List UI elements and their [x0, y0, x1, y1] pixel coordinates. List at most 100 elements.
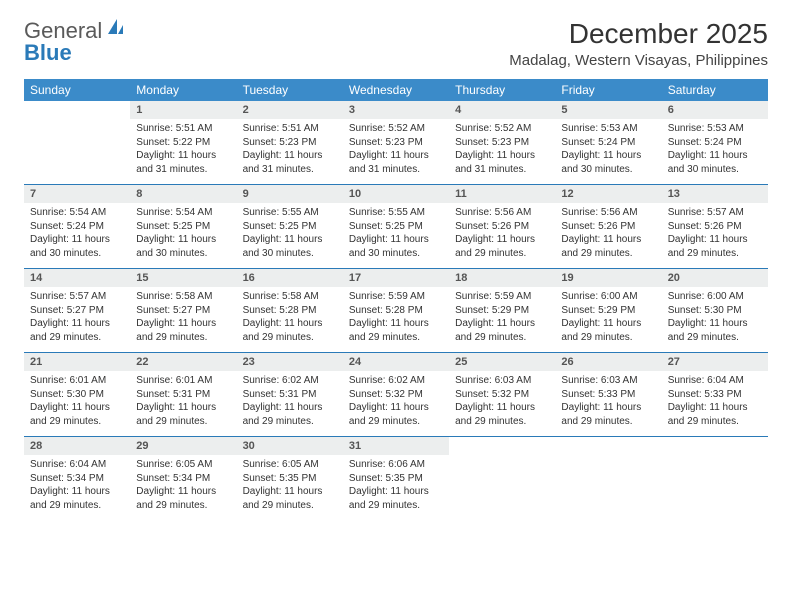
logo-sail-icon [106, 17, 126, 42]
day-details: Sunrise: 6:05 AMSunset: 5:35 PMDaylight:… [237, 455, 343, 520]
daylight-line: Daylight: 11 hours and 29 minutes. [455, 233, 549, 260]
day-details: Sunrise: 6:06 AMSunset: 5:35 PMDaylight:… [343, 455, 449, 520]
day-number: 22 [130, 353, 236, 371]
sunset-line: Sunset: 5:26 PM [561, 220, 655, 234]
day-number: 18 [449, 269, 555, 287]
day-number: 13 [662, 185, 768, 203]
sunset-line: Sunset: 5:24 PM [30, 220, 124, 234]
calendar-day-cell: 16Sunrise: 5:58 AMSunset: 5:28 PMDayligh… [237, 269, 343, 353]
calendar-day-cell: 7Sunrise: 5:54 AMSunset: 5:24 PMDaylight… [24, 185, 130, 269]
calendar-day-cell: 20Sunrise: 6:00 AMSunset: 5:30 PMDayligh… [662, 269, 768, 353]
daylight-line: Daylight: 11 hours and 29 minutes. [561, 401, 655, 428]
day-number: 7 [24, 185, 130, 203]
day-details: Sunrise: 6:00 AMSunset: 5:29 PMDaylight:… [555, 287, 661, 352]
sunset-line: Sunset: 5:35 PM [243, 472, 337, 486]
weekday-header: Tuesday [237, 79, 343, 101]
day-details: Sunrise: 5:53 AMSunset: 5:24 PMDaylight:… [662, 119, 768, 184]
header: General December 2025 Madalag, Western V… [24, 18, 768, 69]
day-number: 17 [343, 269, 449, 287]
sunset-line: Sunset: 5:30 PM [30, 388, 124, 402]
day-details: Sunrise: 5:52 AMSunset: 5:23 PMDaylight:… [343, 119, 449, 184]
sunset-line: Sunset: 5:28 PM [349, 304, 443, 318]
sunset-line: Sunset: 5:29 PM [455, 304, 549, 318]
daylight-line: Daylight: 11 hours and 29 minutes. [136, 401, 230, 428]
day-details: Sunrise: 5:56 AMSunset: 5:26 PMDaylight:… [449, 203, 555, 268]
sunset-line: Sunset: 5:32 PM [349, 388, 443, 402]
calendar-week-row: 28Sunrise: 6:04 AMSunset: 5:34 PMDayligh… [24, 437, 768, 521]
calendar-week-row: 14Sunrise: 5:57 AMSunset: 5:27 PMDayligh… [24, 269, 768, 353]
sunrise-line: Sunrise: 6:04 AM [668, 374, 762, 388]
day-number: 29 [130, 437, 236, 455]
daylight-line: Daylight: 11 hours and 29 minutes. [136, 317, 230, 344]
sunset-line: Sunset: 5:34 PM [30, 472, 124, 486]
sunrise-line: Sunrise: 5:53 AM [668, 122, 762, 136]
daylight-line: Daylight: 11 hours and 29 minutes. [455, 317, 549, 344]
day-number: 11 [449, 185, 555, 203]
weekday-header-row: Sunday Monday Tuesday Wednesday Thursday… [24, 79, 768, 101]
daylight-line: Daylight: 11 hours and 29 minutes. [349, 401, 443, 428]
day-number: 25 [449, 353, 555, 371]
calendar-day-cell: 26Sunrise: 6:03 AMSunset: 5:33 PMDayligh… [555, 353, 661, 437]
daylight-line: Daylight: 11 hours and 31 minutes. [455, 149, 549, 176]
calendar-day-cell: 2Sunrise: 5:51 AMSunset: 5:23 PMDaylight… [237, 101, 343, 185]
calendar-day-cell: 23Sunrise: 6:02 AMSunset: 5:31 PMDayligh… [237, 353, 343, 437]
sunrise-line: Sunrise: 6:01 AM [136, 374, 230, 388]
day-details: Sunrise: 5:54 AMSunset: 5:25 PMDaylight:… [130, 203, 236, 268]
daylight-line: Daylight: 11 hours and 29 minutes. [30, 317, 124, 344]
sunrise-line: Sunrise: 6:02 AM [349, 374, 443, 388]
sunrise-line: Sunrise: 5:51 AM [243, 122, 337, 136]
calendar-table: Sunday Monday Tuesday Wednesday Thursday… [24, 79, 768, 520]
calendar-day-cell: 3Sunrise: 5:52 AMSunset: 5:23 PMDaylight… [343, 101, 449, 185]
day-number: 19 [555, 269, 661, 287]
sunrise-line: Sunrise: 5:59 AM [455, 290, 549, 304]
daylight-line: Daylight: 11 hours and 29 minutes. [243, 485, 337, 512]
day-details: Sunrise: 5:55 AMSunset: 5:25 PMDaylight:… [343, 203, 449, 268]
day-number: 31 [343, 437, 449, 455]
sunrise-line: Sunrise: 5:51 AM [136, 122, 230, 136]
daylight-line: Daylight: 11 hours and 29 minutes. [349, 317, 443, 344]
day-details: Sunrise: 5:58 AMSunset: 5:27 PMDaylight:… [130, 287, 236, 352]
daylight-line: Daylight: 11 hours and 29 minutes. [668, 233, 762, 260]
day-details: Sunrise: 6:05 AMSunset: 5:34 PMDaylight:… [130, 455, 236, 520]
day-number: 15 [130, 269, 236, 287]
sunset-line: Sunset: 5:24 PM [561, 136, 655, 150]
calendar-day-cell: 4Sunrise: 5:52 AMSunset: 5:23 PMDaylight… [449, 101, 555, 185]
day-number: 30 [237, 437, 343, 455]
calendar-day-cell: 9Sunrise: 5:55 AMSunset: 5:25 PMDaylight… [237, 185, 343, 269]
weekday-header: Saturday [662, 79, 768, 101]
day-number: 5 [555, 101, 661, 119]
sunset-line: Sunset: 5:25 PM [349, 220, 443, 234]
calendar-day-cell: 28Sunrise: 6:04 AMSunset: 5:34 PMDayligh… [24, 437, 130, 521]
calendar-day-cell [662, 437, 768, 521]
sunset-line: Sunset: 5:35 PM [349, 472, 443, 486]
day-details: Sunrise: 6:01 AMSunset: 5:31 PMDaylight:… [130, 371, 236, 436]
weekday-header: Monday [130, 79, 236, 101]
daylight-line: Daylight: 11 hours and 31 minutes. [349, 149, 443, 176]
day-details: Sunrise: 5:55 AMSunset: 5:25 PMDaylight:… [237, 203, 343, 268]
day-details: Sunrise: 6:02 AMSunset: 5:32 PMDaylight:… [343, 371, 449, 436]
day-number: 14 [24, 269, 130, 287]
calendar-day-cell: 25Sunrise: 6:03 AMSunset: 5:32 PMDayligh… [449, 353, 555, 437]
calendar-body: 1Sunrise: 5:51 AMSunset: 5:22 PMDaylight… [24, 101, 768, 520]
daylight-line: Daylight: 11 hours and 29 minutes. [349, 485, 443, 512]
calendar-day-cell: 29Sunrise: 6:05 AMSunset: 5:34 PMDayligh… [130, 437, 236, 521]
sunset-line: Sunset: 5:33 PM [561, 388, 655, 402]
calendar-day-cell: 6Sunrise: 5:53 AMSunset: 5:24 PMDaylight… [662, 101, 768, 185]
calendar-day-cell: 5Sunrise: 5:53 AMSunset: 5:24 PMDaylight… [555, 101, 661, 185]
daylight-line: Daylight: 11 hours and 30 minutes. [136, 233, 230, 260]
calendar-day-cell: 1Sunrise: 5:51 AMSunset: 5:22 PMDaylight… [130, 101, 236, 185]
day-details: Sunrise: 5:51 AMSunset: 5:23 PMDaylight:… [237, 119, 343, 184]
daylight-line: Daylight: 11 hours and 29 minutes. [455, 401, 549, 428]
sunset-line: Sunset: 5:34 PM [136, 472, 230, 486]
sunrise-line: Sunrise: 5:54 AM [136, 206, 230, 220]
calendar-day-cell: 12Sunrise: 5:56 AMSunset: 5:26 PMDayligh… [555, 185, 661, 269]
day-details: Sunrise: 6:04 AMSunset: 5:33 PMDaylight:… [662, 371, 768, 436]
day-number: 27 [662, 353, 768, 371]
sunset-line: Sunset: 5:26 PM [455, 220, 549, 234]
sunset-line: Sunset: 5:23 PM [349, 136, 443, 150]
calendar-day-cell: 30Sunrise: 6:05 AMSunset: 5:35 PMDayligh… [237, 437, 343, 521]
calendar-day-cell: 24Sunrise: 6:02 AMSunset: 5:32 PMDayligh… [343, 353, 449, 437]
day-number: 2 [237, 101, 343, 119]
sunset-line: Sunset: 5:23 PM [455, 136, 549, 150]
sunset-line: Sunset: 5:27 PM [136, 304, 230, 318]
